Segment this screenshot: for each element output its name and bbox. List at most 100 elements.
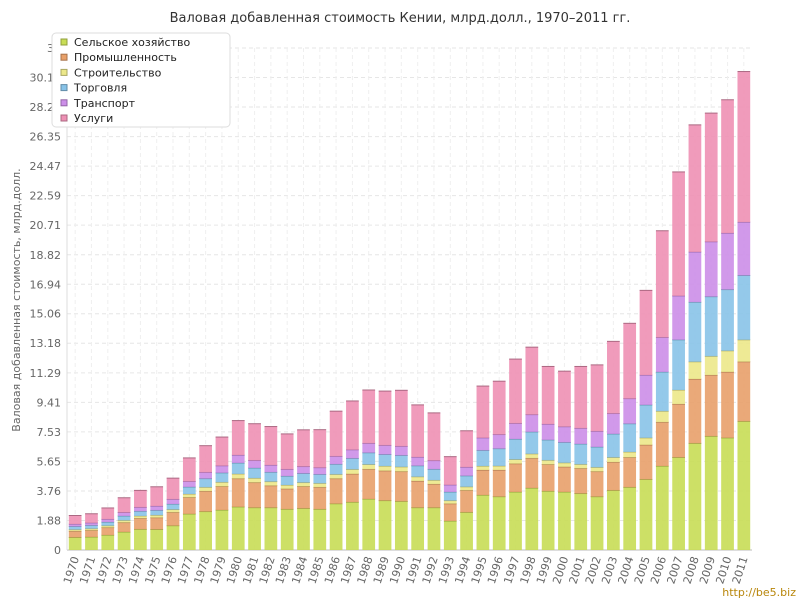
bar-segment-6 bbox=[101, 507, 115, 520]
bar-segment-2 bbox=[655, 422, 669, 467]
bar-segment-6 bbox=[362, 389, 376, 444]
bar-segment-3 bbox=[721, 350, 734, 372]
bar-segment-3 bbox=[427, 480, 441, 485]
bar-segment-6 bbox=[297, 429, 310, 467]
bar-segment-4 bbox=[264, 472, 278, 482]
bar-segment-3 bbox=[476, 466, 490, 470]
bar-segment-5 bbox=[313, 467, 327, 475]
bar-segment-3 bbox=[182, 493, 196, 498]
y-tick-label: 13.18 bbox=[30, 337, 62, 350]
bar-segment-4 bbox=[346, 458, 359, 470]
bar-segment-4 bbox=[655, 371, 669, 412]
bar-segment-6 bbox=[264, 426, 278, 466]
bar-segment-1 bbox=[721, 437, 734, 550]
bar-segment-2 bbox=[443, 503, 457, 521]
bar-segment-2 bbox=[199, 491, 212, 512]
bar-segment-6 bbox=[182, 457, 196, 482]
bar-segment-6 bbox=[590, 364, 604, 432]
bar-segment-2 bbox=[688, 379, 702, 444]
bar-segment-1 bbox=[639, 479, 653, 550]
bar-segment-4 bbox=[150, 510, 164, 516]
bar-segment-4 bbox=[476, 450, 490, 467]
bar-segment-2 bbox=[215, 486, 229, 510]
bar-segment-5 bbox=[68, 524, 82, 527]
bar-segment-1 bbox=[427, 507, 441, 550]
bar-segment-5 bbox=[231, 455, 245, 463]
bar-segment-3 bbox=[329, 474, 343, 479]
bar-segment-4 bbox=[362, 452, 376, 465]
bar-segment-1 bbox=[85, 536, 98, 550]
bar-segment-2 bbox=[460, 490, 473, 513]
bar-segment-6 bbox=[150, 486, 164, 507]
legend-label: Сельское хозяйство bbox=[74, 36, 190, 49]
bar-segment-2 bbox=[150, 517, 164, 530]
bar-segment-5 bbox=[525, 414, 539, 432]
bar-segment-2 bbox=[574, 468, 588, 494]
chart-title: Валовая добавленная стоимость Кении, млр… bbox=[170, 11, 631, 26]
bar-segment-1 bbox=[215, 509, 229, 550]
bar-segment-5 bbox=[297, 466, 310, 474]
y-tick-label: 0 bbox=[54, 544, 61, 557]
bar-segment-5 bbox=[166, 499, 180, 505]
bar-segment-5 bbox=[672, 295, 685, 340]
legend-swatch bbox=[60, 53, 68, 61]
bar-segment-1 bbox=[492, 496, 506, 550]
legend-swatch bbox=[60, 114, 68, 122]
bar-segment-4 bbox=[574, 443, 588, 465]
legend-label: Торговля bbox=[73, 82, 127, 95]
bar-segment-2 bbox=[525, 458, 539, 489]
bar-segment-6 bbox=[655, 230, 669, 338]
bar-segment-2 bbox=[362, 469, 376, 500]
bar-segment-3 bbox=[264, 481, 278, 486]
bar-segment-2 bbox=[117, 522, 131, 532]
bar-segment-1 bbox=[590, 496, 604, 550]
bar-segment-1 bbox=[704, 436, 718, 550]
bar-segment-5 bbox=[362, 443, 376, 453]
bar-segment-6 bbox=[688, 124, 702, 252]
bar-segment-6 bbox=[639, 290, 653, 376]
bar-segment-1 bbox=[558, 491, 571, 550]
bar-segment-4 bbox=[199, 478, 212, 488]
bar-segment-2 bbox=[639, 444, 653, 480]
bar-segment-4 bbox=[541, 439, 555, 461]
bar-segment-6 bbox=[623, 323, 637, 399]
bar-segment-5 bbox=[411, 457, 425, 466]
bar-segment-3 bbox=[362, 464, 376, 470]
bar-segment-1 bbox=[182, 513, 196, 550]
bar-segment-6 bbox=[68, 515, 82, 525]
bar-segment-2 bbox=[85, 530, 98, 537]
bar-segment-4 bbox=[394, 455, 408, 467]
bar-segment-2 bbox=[313, 487, 327, 510]
legend-swatch bbox=[60, 68, 68, 76]
bar-segment-5 bbox=[443, 484, 457, 492]
bar-segment-1 bbox=[264, 507, 278, 550]
bar-segment-2 bbox=[346, 473, 359, 503]
bar-segment-5 bbox=[639, 375, 653, 405]
bar-segment-3 bbox=[737, 339, 751, 362]
bar-segment-4 bbox=[590, 446, 604, 468]
bar-segment-1 bbox=[378, 500, 392, 550]
bar-segment-4 bbox=[525, 431, 539, 454]
bar-segment-4 bbox=[85, 525, 98, 529]
bar-segment-1 bbox=[297, 508, 310, 550]
bar-segment-1 bbox=[672, 457, 685, 550]
bar-segment-6 bbox=[737, 71, 751, 223]
y-tick-label: 7.53 bbox=[37, 426, 62, 439]
bar-segment-2 bbox=[623, 457, 637, 488]
bar-segment-6 bbox=[166, 478, 180, 500]
bar-segment-3 bbox=[590, 467, 604, 472]
bar-segment-6 bbox=[721, 99, 734, 234]
bar-segment-6 bbox=[607, 341, 620, 414]
bar-segment-3 bbox=[688, 361, 702, 380]
bar-segment-4 bbox=[280, 476, 294, 486]
bar-segment-2 bbox=[231, 478, 245, 507]
legend-swatch bbox=[60, 38, 68, 46]
bar-segment-6 bbox=[427, 412, 441, 461]
bar-segment-3 bbox=[558, 462, 571, 467]
bar-segment-5 bbox=[623, 398, 637, 424]
bar-segment-3 bbox=[134, 515, 147, 519]
bar-segment-4 bbox=[492, 448, 506, 466]
bar-segment-2 bbox=[672, 404, 685, 458]
y-tick-label: 20.71 bbox=[30, 219, 62, 232]
